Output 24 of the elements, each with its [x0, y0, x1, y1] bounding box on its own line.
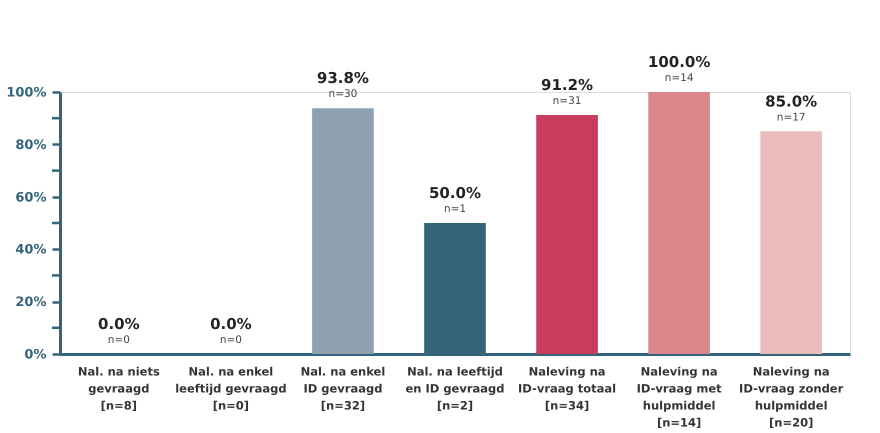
text: 50.0% n=1	[428, 184, 482, 215]
y-tick-label: 0%	[24, 348, 46, 362]
text: 93.8% n=30	[316, 69, 369, 100]
x-tick-label: Naleving na ID-vraag zonder hulpmiddel [n=20]	[739, 364, 844, 430]
x-tick-label: Nal. na leeftijd en ID gevraagd [n=2]	[405, 364, 505, 412]
text: 0.0% n=0	[98, 315, 140, 346]
y-tick-label: 100%	[6, 86, 46, 100]
text: 91.2% n=31	[541, 76, 594, 108]
y-tick-label: 20%	[15, 295, 46, 310]
bar	[648, 92, 710, 354]
x-tick-label: Nal. na enkel ID gevraagd [n=32]	[300, 364, 386, 412]
bar	[312, 108, 374, 354]
text: 85.0% n=17	[765, 92, 818, 124]
bar	[536, 115, 598, 354]
x-tick-label: Nal. na niets gevraagd [n=8]	[78, 364, 160, 412]
y-tick-label: 40%	[15, 242, 46, 258]
y-tick-label: 80%	[15, 138, 46, 153]
x-tick-label: Nal. na enkel leeftijd gevraagd [n=0]	[175, 364, 287, 412]
text: 100.0% n=14	[648, 53, 710, 84]
x-tick-label: Naleving na ID-vraag met hulpmiddel [n=14]	[636, 364, 722, 430]
y-tick-label: 60%	[15, 190, 46, 206]
x-tick-label: Naleving na ID-vraag totaal [n=34]	[518, 364, 616, 412]
text: 0.0% n=0	[210, 315, 252, 346]
bar	[760, 131, 822, 354]
